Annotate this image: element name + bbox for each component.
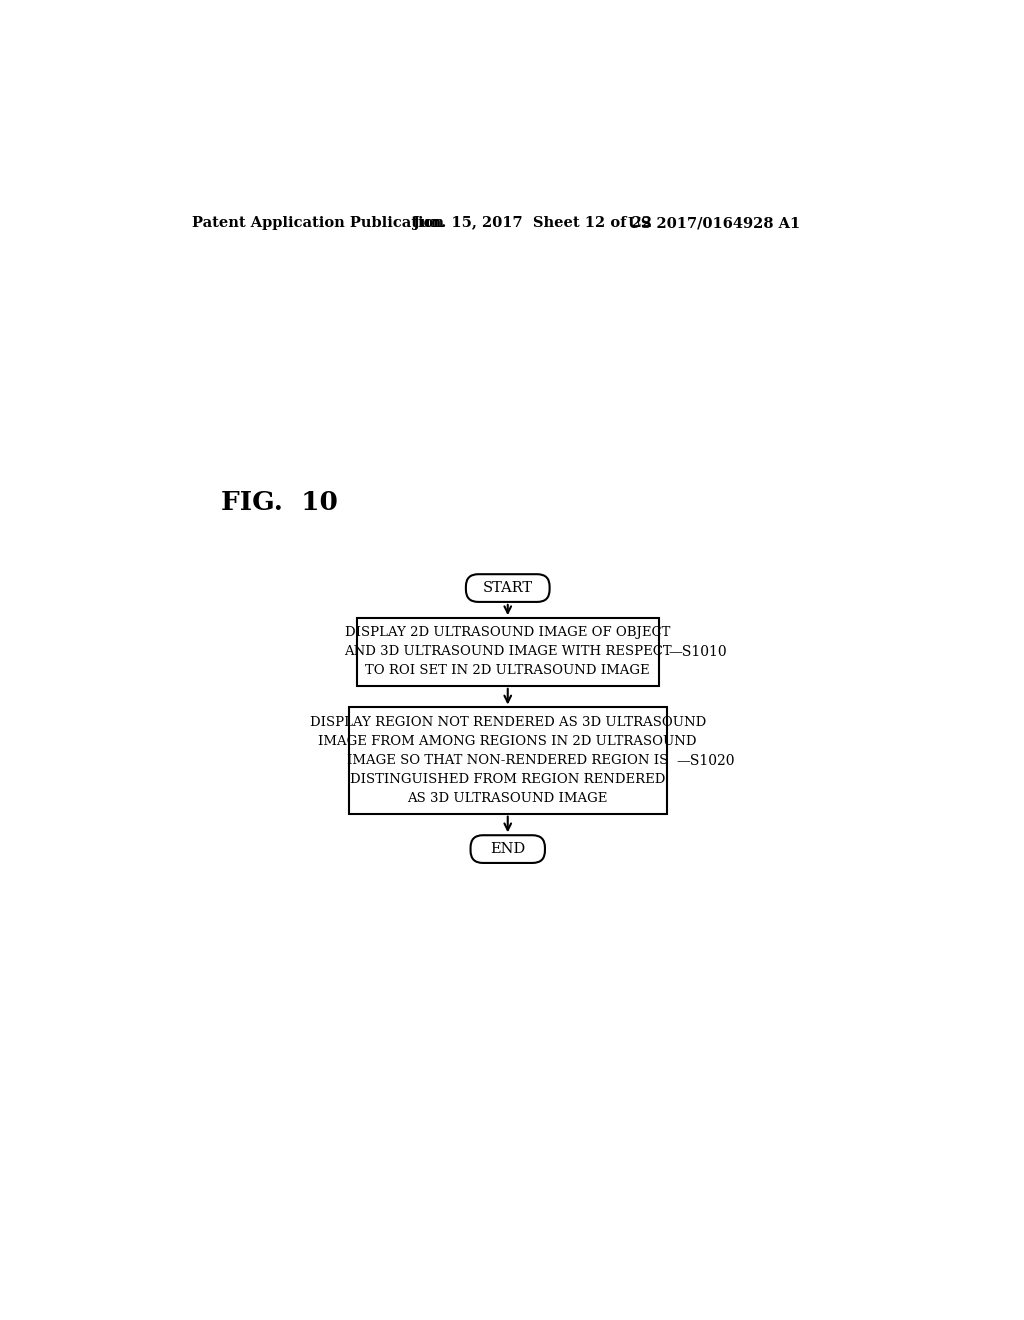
- Text: FIG.  10: FIG. 10: [221, 490, 338, 515]
- Text: —S1020: —S1020: [676, 754, 734, 767]
- FancyBboxPatch shape: [466, 574, 550, 602]
- FancyBboxPatch shape: [471, 836, 545, 863]
- Text: END: END: [490, 842, 525, 857]
- Text: Patent Application Publication: Patent Application Publication: [191, 216, 443, 230]
- Text: US 2017/0164928 A1: US 2017/0164928 A1: [628, 216, 800, 230]
- Text: START: START: [482, 581, 532, 595]
- Text: —S1010: —S1010: [669, 645, 727, 659]
- FancyBboxPatch shape: [356, 618, 658, 686]
- Text: DISPLAY REGION NOT RENDERED AS 3D ULTRASOUND
IMAGE FROM AMONG REGIONS IN 2D ULTR: DISPLAY REGION NOT RENDERED AS 3D ULTRAS…: [309, 715, 706, 805]
- Text: DISPLAY 2D ULTRASOUND IMAGE OF OBJECT
AND 3D ULTRASOUND IMAGE WITH RESPECT
TO RO: DISPLAY 2D ULTRASOUND IMAGE OF OBJECT AN…: [344, 627, 672, 677]
- FancyBboxPatch shape: [349, 708, 667, 813]
- Text: Jun. 15, 2017  Sheet 12 of 22: Jun. 15, 2017 Sheet 12 of 22: [414, 216, 652, 230]
